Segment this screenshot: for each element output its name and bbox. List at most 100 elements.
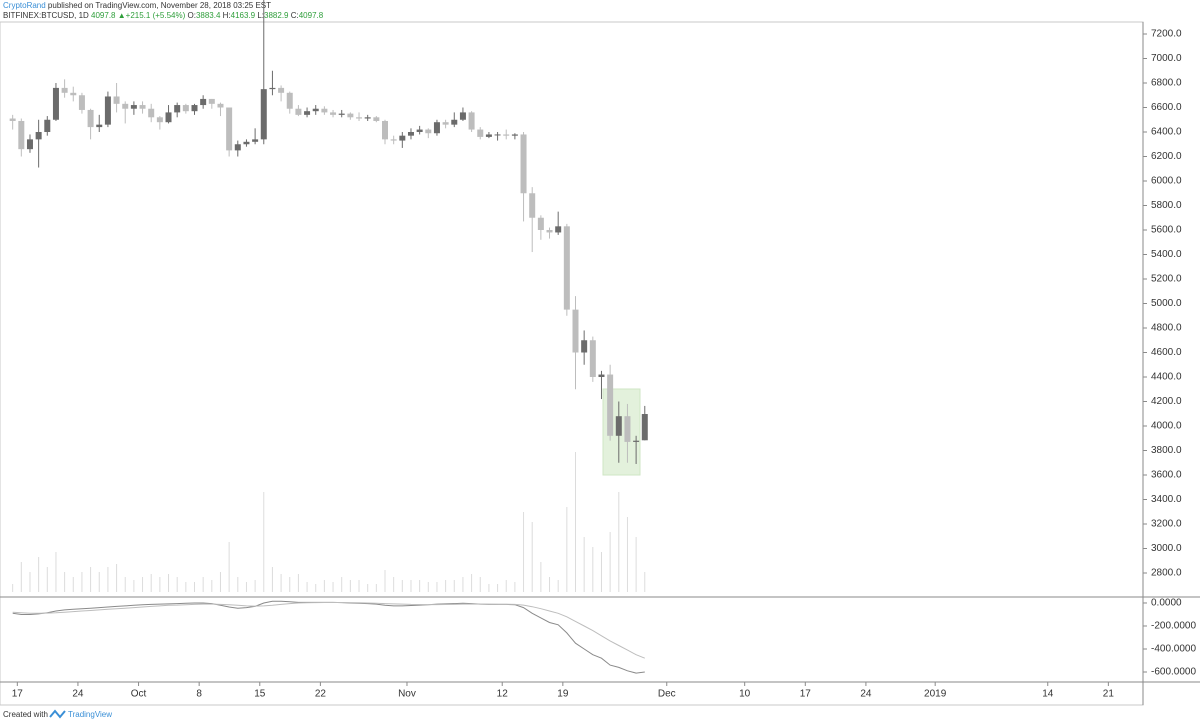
candle-body	[633, 440, 640, 442]
volume-bar	[436, 582, 438, 592]
volume-bar	[609, 532, 611, 592]
candle-body	[9, 118, 16, 121]
volume-bar	[479, 577, 481, 592]
candle-body	[485, 134, 492, 137]
volume-bar	[90, 567, 92, 592]
volume-bar	[410, 580, 412, 592]
volume-bar	[38, 557, 40, 592]
y-tick-label: 3400.0	[1151, 494, 1182, 505]
candle-body	[347, 113, 354, 118]
candle-body	[286, 92, 293, 109]
volume-bar	[626, 517, 628, 592]
volume-bar	[228, 542, 230, 592]
x-tick-label: Oct	[131, 689, 147, 700]
candle-body	[624, 416, 631, 442]
candle-body	[468, 112, 475, 130]
published: published on TradingView.com, November 2…	[47, 1, 272, 10]
candle-body	[304, 111, 311, 115]
candle-body	[520, 134, 527, 194]
candle-body	[477, 129, 484, 137]
candle-body	[356, 117, 363, 119]
x-tick-label: 10	[739, 689, 751, 700]
volume-bar	[29, 572, 31, 592]
candle-body	[165, 112, 172, 123]
x-tick-label: 24	[72, 689, 84, 700]
y-tick-label: 3000.0	[1151, 543, 1182, 554]
volume-bar	[401, 580, 403, 592]
volume-bar	[168, 574, 170, 592]
candle-body	[546, 229, 553, 233]
candle-body	[494, 134, 501, 136]
frame	[0, 21, 1144, 706]
candle-body	[78, 95, 85, 110]
candle-body	[442, 122, 449, 125]
candle-body	[87, 109, 94, 128]
ohlc-label: L:	[257, 11, 265, 20]
candle-body	[555, 226, 562, 233]
ohlc-value: 3882.9	[264, 11, 289, 20]
candle-body	[104, 96, 111, 125]
volume-bar	[263, 492, 265, 592]
candle-body	[269, 87, 276, 90]
candle-body	[44, 119, 51, 133]
candle-body	[581, 340, 588, 353]
candle-body	[260, 89, 267, 140]
volume-bar	[419, 580, 421, 592]
y-tick-label: 6400.0	[1151, 127, 1182, 138]
volume-bar	[254, 580, 256, 592]
volume-bar	[271, 567, 273, 592]
volume-bar	[107, 567, 109, 592]
y-tick-label: 0.0000	[1151, 598, 1182, 609]
x-tick-label: 22	[315, 689, 327, 700]
volume-bar	[575, 452, 576, 592]
y-tick-label: 7000.0	[1151, 53, 1182, 64]
volume-bar	[185, 582, 187, 592]
candle-body	[156, 117, 163, 123]
x-tick-label: 8	[196, 689, 202, 700]
volume-bar	[514, 582, 516, 592]
volume-bar	[592, 547, 594, 592]
volume-bar	[600, 552, 602, 592]
volume-bar	[358, 580, 360, 592]
volume-bar	[12, 584, 14, 592]
volume-bar	[349, 580, 351, 592]
candle-body	[537, 217, 544, 230]
volume-bar	[393, 577, 395, 592]
volume-bar	[332, 582, 334, 592]
y-tick-label: 5800.0	[1151, 200, 1182, 211]
y-tick-label: -600.0000	[1151, 667, 1196, 678]
header-line-1: CryptoRand published on TradingView.com,…	[3, 1, 271, 10]
footer-brand[interactable]: TradingView	[68, 710, 112, 719]
candle-body	[390, 139, 397, 141]
volume-bar	[46, 567, 48, 592]
candle-body	[598, 374, 605, 377]
volume-bar	[133, 580, 135, 592]
ohlc-label: C:	[290, 11, 299, 20]
candle-body	[416, 129, 423, 133]
ohlc-value: 4097.8	[298, 11, 324, 20]
volume-bar	[297, 574, 299, 592]
last-price: 4097.8	[91, 11, 116, 20]
volume-bar	[81, 572, 83, 592]
y-tick-label: 6800.0	[1151, 78, 1182, 89]
x-tick-label: 19	[557, 689, 569, 700]
x-tick-label: 14	[1042, 689, 1054, 700]
volume-bar	[124, 577, 126, 592]
up-arrow: ▲	[117, 11, 126, 20]
candle-body	[572, 309, 579, 353]
volume-bar	[540, 562, 542, 592]
candle-body	[130, 105, 137, 109]
candle-body	[503, 134, 510, 136]
candle-body	[70, 92, 77, 96]
candle-body	[425, 129, 432, 134]
author[interactable]: CryptoRand	[3, 1, 46, 10]
y-tick-label: 3200.0	[1151, 519, 1182, 530]
volume-bar	[159, 577, 161, 592]
y-tick-label: -400.0000	[1151, 644, 1196, 655]
candle-body	[312, 108, 319, 112]
brand-logo	[49, 709, 66, 719]
y-tick-label: 6200.0	[1151, 151, 1182, 162]
volume-bar	[505, 580, 507, 592]
candle-body	[243, 141, 250, 145]
ohlc-value: 4163.9	[230, 11, 256, 20]
